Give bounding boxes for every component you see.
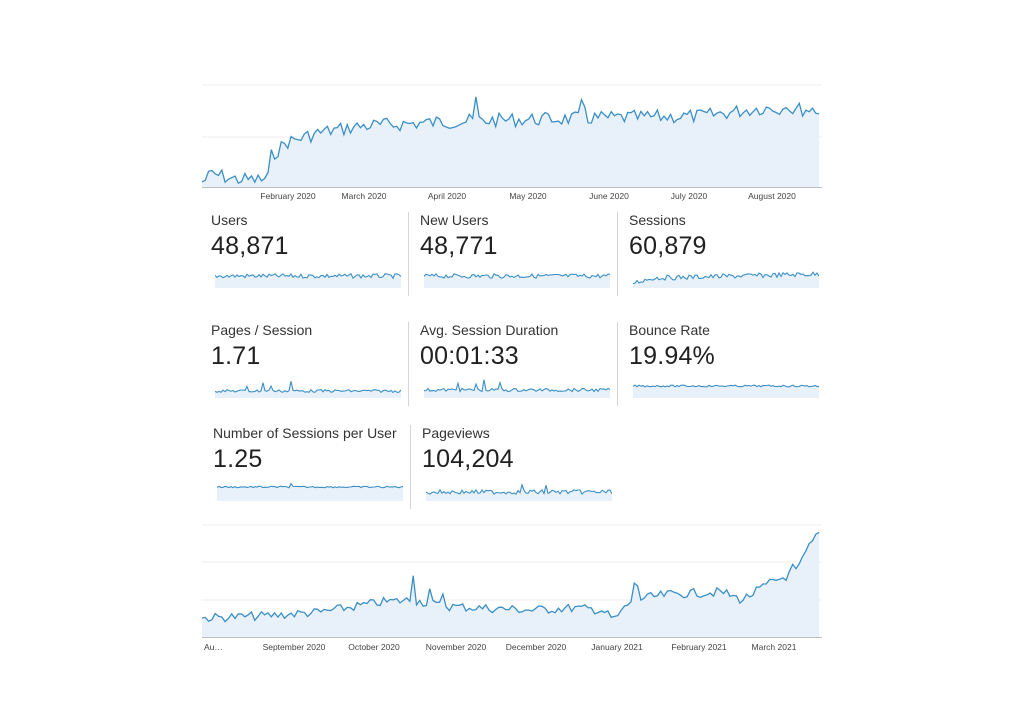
metric-value: 19.94%	[629, 342, 715, 370]
top-x-tick: March 2020	[342, 191, 387, 201]
bottom-x-tick: October 2020	[348, 642, 400, 652]
metric-value: 48,871	[211, 232, 289, 260]
metric-users[interactable]: Users 48,871	[211, 212, 407, 308]
metric-divider	[410, 425, 411, 509]
bottom-trend-line	[202, 531, 820, 623]
top-x-tick: July 2020	[671, 191, 708, 201]
metric-label: Sessions	[629, 212, 686, 228]
top-x-tick: April 2020	[428, 191, 467, 201]
metric-value: 104,204	[422, 445, 514, 473]
metric-divider	[408, 322, 409, 406]
metric-divider	[617, 212, 618, 296]
metric-value: 00:01:33	[420, 342, 519, 370]
bottom-x-tick: March 2021	[752, 642, 797, 652]
metric-label: Pageviews	[422, 425, 490, 441]
metric-label: Pages / Session	[211, 322, 313, 338]
top-trend-svg: February 2020 March 2020 April 2020 May …	[202, 84, 822, 201]
sessions-sparkline	[633, 271, 819, 288]
metric-bounce-rate[interactable]: Bounce Rate 19.94%	[629, 322, 825, 418]
metric-divider	[408, 212, 409, 296]
metric-label: Users	[211, 212, 248, 228]
metric-pages-per-session[interactable]: Pages / Session 1.71	[211, 322, 407, 418]
metric-pageviews[interactable]: Pageviews 104,204	[422, 425, 618, 521]
metric-value: 1.71	[211, 342, 261, 370]
new-users-sparkline	[424, 272, 610, 288]
bounce-rate-sparkline	[633, 384, 819, 398]
metric-divider	[617, 322, 618, 406]
top-trend-area	[202, 96, 820, 187]
top-trend-chart: February 2020 March 2020 April 2020 May …	[202, 82, 826, 204]
bottom-x-tick: September 2020	[263, 642, 326, 652]
top-x-tick: May 2020	[509, 191, 547, 201]
metric-new-users[interactable]: New Users 48,771	[420, 212, 616, 308]
bottom-x-tick: November 2020	[426, 642, 487, 652]
metric-value: 60,879	[629, 232, 707, 260]
bottom-trend-svg: Au… September 2020 October 2020 November…	[202, 524, 822, 652]
bottom-trend-area	[202, 532, 820, 637]
top-trend-line	[202, 96, 820, 184]
sessions-per-user-sparkline	[217, 482, 403, 501]
metric-label: Number of Sessions per User	[213, 425, 397, 441]
top-x-tick: June 2020	[589, 191, 629, 201]
bottom-x-tick: February 2021	[671, 642, 727, 652]
metric-value: 48,771	[420, 232, 498, 260]
metric-label: New Users	[420, 212, 489, 228]
metric-label: Bounce Rate	[629, 322, 710, 338]
bottom-x-tick: Au…	[204, 642, 223, 652]
pages-per-session-sparkline	[215, 381, 401, 398]
bottom-trend-chart: Au… September 2020 October 2020 November…	[202, 520, 826, 656]
bottom-x-tick: January 2021	[591, 642, 643, 652]
metric-avg-session-duration[interactable]: Avg. Session Duration 00:01:33	[420, 322, 616, 418]
metric-value: 1.25	[213, 445, 263, 473]
metric-sessions-per-user[interactable]: Number of Sessions per User 1.25	[213, 425, 413, 521]
avg-session-duration-sparkline	[424, 379, 610, 398]
pageviews-sparkline	[426, 483, 612, 501]
users-sparkline	[215, 272, 401, 288]
metric-sessions[interactable]: Sessions 60,879	[629, 212, 825, 308]
metric-label: Avg. Session Duration	[420, 322, 559, 338]
bottom-x-tick: December 2020	[506, 642, 567, 652]
top-x-tick: August 2020	[748, 191, 796, 201]
top-x-tick: February 2020	[260, 191, 316, 201]
